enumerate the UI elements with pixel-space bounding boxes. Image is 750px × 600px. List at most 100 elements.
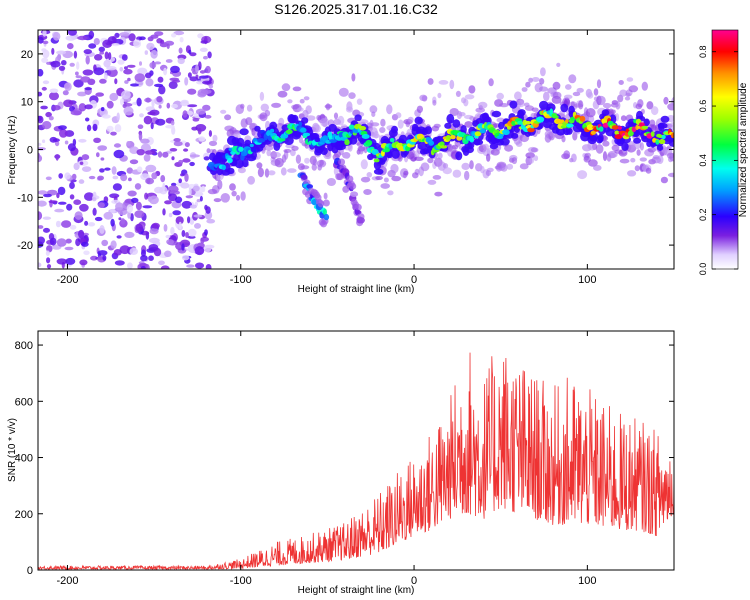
heatmap-cell: [602, 140, 610, 147]
heatmap-cell: [109, 208, 116, 213]
heatmap-cell: [189, 204, 197, 209]
heatmap-cell: [114, 78, 118, 85]
heatmap-cell: [624, 96, 631, 101]
bottom-y-tick-label: 600: [15, 396, 33, 408]
heatmap-cell: [363, 189, 372, 195]
heatmap-cell: [338, 158, 346, 166]
heatmap-cell: [220, 109, 227, 114]
heatmap-cell: [650, 131, 655, 137]
heatmap-cell: [165, 59, 173, 63]
heatmap-cell: [197, 127, 202, 135]
heatmap-cell: [120, 174, 128, 182]
heatmap-cell: [619, 158, 630, 164]
heatmap-cell: [386, 104, 393, 115]
heatmap-cell: [427, 179, 437, 185]
heatmap-cell: [136, 97, 142, 107]
heatmap-cell: [97, 175, 104, 181]
heatmap-cell: [499, 103, 509, 108]
heatmap-cell: [64, 172, 71, 180]
heatmap-cell: [221, 164, 226, 171]
top-x-axis-label: Height of straight line (km): [298, 284, 415, 295]
heatmap-cell: [187, 235, 196, 239]
heatmap-cell: [116, 112, 120, 121]
heatmap-cell: [163, 67, 168, 76]
heatmap-cell: [300, 174, 308, 180]
heatmap-cell: [566, 123, 574, 128]
heatmap-cell: [234, 158, 244, 169]
heatmap-cell: [202, 104, 211, 111]
heatmap-cell: [135, 223, 143, 233]
heatmap-cell: [150, 49, 158, 59]
heatmap-cell: [297, 163, 305, 171]
heatmap-cell: [106, 125, 114, 132]
heatmap-cell: [366, 172, 373, 178]
heatmap-cell: [165, 124, 175, 129]
heatmap-cell: [195, 262, 204, 269]
heatmap-cell: [189, 154, 200, 158]
heatmap-cell: [658, 139, 666, 145]
heatmap-cell: [123, 103, 133, 107]
heatmap-cell: [285, 129, 293, 135]
heatmap-cell: [194, 223, 201, 229]
heatmap-cell: [65, 35, 76, 41]
heatmap-cell: [124, 200, 131, 204]
heatmap-cell: [469, 137, 474, 143]
heatmap-cell: [407, 116, 414, 123]
heatmap-cell: [38, 211, 43, 221]
heatmap-cell: [85, 55, 90, 65]
heatmap-cell: [509, 100, 518, 109]
heatmap-cell: [370, 122, 380, 127]
heatmap-cell: [417, 141, 428, 150]
heatmap-cell: [111, 43, 120, 47]
heatmap-cell: [321, 135, 329, 142]
heatmap-cell: [455, 90, 461, 97]
bottom-y-tick-label: 200: [15, 509, 33, 521]
heatmap-cell: [617, 126, 623, 130]
heatmap-cell: [500, 163, 508, 172]
heatmap-cell: [273, 141, 281, 151]
heatmap-cell: [395, 112, 402, 119]
heatmap-cell: [631, 126, 637, 133]
heatmap-cell: [118, 217, 122, 221]
bottom-x-axis-label: Height of straight line (km): [298, 585, 415, 596]
heatmap-cell: [610, 109, 616, 115]
heatmap-cell: [552, 91, 562, 100]
heatmap-cell: [77, 91, 87, 97]
heatmap-cell: [475, 107, 486, 113]
heatmap-cell: [73, 162, 80, 171]
heatmap-cell: [202, 80, 212, 85]
heatmap-cell: [416, 105, 423, 114]
heatmap-cell: [71, 173, 77, 180]
heatmap-cell: [445, 135, 452, 141]
heatmap-cell: [99, 78, 107, 84]
heatmap-cell: [42, 121, 52, 130]
heatmap-cell: [91, 197, 97, 202]
heatmap-cell: [229, 183, 236, 191]
heatmap-cell: [586, 124, 594, 131]
heatmap-cell: [231, 190, 237, 197]
bottom-x-tick-label: 0: [411, 575, 417, 587]
top-x-tick-label: 0: [411, 274, 417, 286]
heatmap-cell: [175, 196, 183, 204]
heatmap-cell: [127, 64, 136, 68]
heatmap-cell: [73, 79, 84, 88]
heatmap-cell: [123, 106, 134, 116]
heatmap-cell: [73, 50, 78, 59]
heatmap-cell: [145, 164, 157, 173]
heatmap-cell: [380, 118, 386, 127]
heatmap-cell: [90, 255, 98, 261]
heatmap-cell: [102, 39, 113, 48]
heatmap-cell: [172, 79, 181, 83]
heatmap-cell: [130, 213, 134, 222]
heatmap-cell: [595, 144, 604, 154]
heatmap-cell: [397, 119, 404, 129]
heatmap-cell: [473, 139, 484, 146]
heatmap-cell: [150, 122, 154, 130]
heatmap-cell: [92, 191, 97, 199]
heatmap-cell: [51, 47, 55, 55]
heatmap-cell: [323, 208, 327, 216]
heatmap-cell: [596, 95, 606, 106]
heatmap-cell: [158, 85, 166, 95]
heatmap-cell: [531, 107, 539, 112]
heatmap-cell: [128, 33, 136, 42]
